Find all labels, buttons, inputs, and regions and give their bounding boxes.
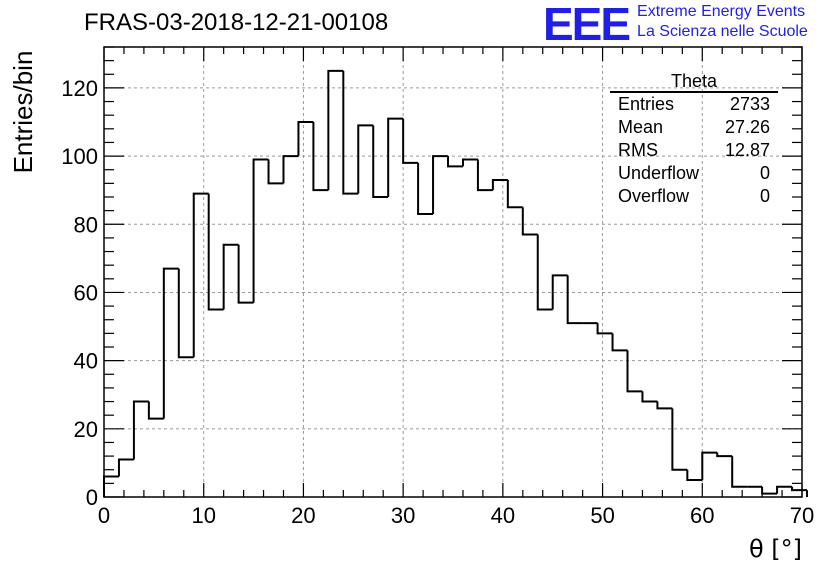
histogram-bin: [656, 401, 673, 410]
y-tick-label: 120: [61, 76, 98, 101]
x-tick-label: 20: [291, 503, 315, 528]
logo-line-1: Extreme Energy Events: [637, 3, 806, 20]
stats-row-entries: Entries 2733: [610, 93, 778, 116]
x-tick-label: 70: [790, 503, 814, 528]
stats-row-rms: RMS 12.87: [610, 139, 778, 162]
histogram-bin: [776, 485, 793, 494]
histogram-bin: [566, 275, 583, 325]
histogram-bin: [476, 159, 493, 192]
histogram-bin: [207, 193, 224, 311]
histogram-bin: [716, 452, 733, 458]
stats-box: Theta Entries 2733 Mean 27.26 RMS 12.87 …: [610, 72, 778, 208]
stats-label: Mean: [618, 117, 664, 137]
stats-value: 12.87: [724, 140, 770, 160]
histogram-bin: [596, 323, 613, 335]
y-tick-label: 100: [61, 144, 98, 169]
histogram-bin: [686, 469, 703, 481]
stats-label: Entries: [618, 94, 675, 114]
stats-row-overflow: Overflow 0: [610, 185, 778, 208]
stats-value: 27.26: [724, 117, 770, 137]
histogram-bin: [162, 267, 179, 419]
histogram-bin: [342, 70, 359, 195]
histogram-bin: [551, 274, 568, 310]
eee-logo-text: Extreme Energy Events La Scienza nelle S…: [637, 2, 808, 42]
histogram-bin: [237, 244, 254, 304]
histogram-bin: [297, 121, 314, 157]
histogram-bin: [117, 458, 134, 477]
histogram-bin: [491, 178, 508, 191]
histogram-bin: [536, 234, 553, 311]
histogram-bin: [222, 243, 239, 310]
histogram-bin: [432, 155, 449, 215]
x-tick-label: 40: [491, 503, 515, 528]
x-axis-label: θ [°]: [749, 535, 802, 563]
histogram-bin: [402, 118, 419, 164]
histogram-bin: [417, 162, 434, 216]
y-tick-label: 40: [74, 349, 98, 374]
histogram-bin: [611, 333, 628, 352]
chart-title: FRAS-03-2018-12-21-00108: [84, 9, 389, 36]
histogram-bin: [641, 391, 658, 403]
histogram-bin: [282, 155, 299, 184]
x-tick-label: 60: [690, 503, 714, 528]
stats-row-underflow: Underflow 0: [610, 162, 778, 185]
stats-label: Underflow: [618, 163, 700, 183]
y-tick-label: 20: [74, 417, 98, 442]
histogram-bin: [327, 69, 344, 191]
y-tick-label: 80: [74, 212, 98, 237]
histogram-bin: [103, 475, 119, 497]
stats-title: Theta: [610, 72, 778, 93]
x-tick-label: 10: [191, 503, 215, 528]
x-tick-label: 50: [590, 503, 614, 528]
histogram-bin: [626, 350, 643, 393]
histogram-bin: [372, 125, 389, 198]
histogram-bin: [357, 124, 374, 194]
x-tick-label: 30: [391, 503, 415, 528]
histogram-bin: [671, 408, 688, 471]
plot-frame: [103, 46, 803, 498]
histogram-bin: [701, 451, 718, 480]
histogram-series: [103, 69, 808, 497]
histogram-bin: [132, 400, 149, 460]
logo-line-2: La Scienza nelle Scuole: [637, 23, 808, 40]
histogram-bin: [177, 268, 194, 359]
histogram-bin: [192, 192, 209, 358]
histogram-bin: [252, 158, 269, 303]
x-tick-label: 0: [98, 503, 110, 528]
stats-value: 0: [759, 186, 770, 206]
stats-label: Overflow: [618, 186, 690, 206]
y-tick-label: 0: [86, 485, 98, 510]
y-axis-label: Entries/bin: [8, 51, 38, 174]
stats-value: 0: [759, 163, 770, 183]
histogram-bin: [267, 159, 284, 185]
histogram-bin: [461, 158, 478, 167]
histogram-bin: [521, 207, 538, 236]
histogram-bin: [447, 156, 463, 168]
tick-labels: 0 10 20 30 40 50 60 70 0 20 40 60 80 100 120: [61, 76, 814, 528]
y-tick-label: 60: [74, 280, 98, 305]
histogram-bin: [312, 122, 329, 192]
histogram-bin: [506, 179, 523, 209]
eee-logo-mark: EEE: [543, 0, 631, 50]
stats-value: 2733: [729, 94, 770, 114]
histogram-bin: [387, 117, 404, 197]
stats-row-mean: Mean 27.26: [610, 116, 778, 139]
histogram-bin: [731, 456, 748, 488]
eee-logo: EEE Extreme Energy Events La Scienza nel…: [543, 0, 808, 50]
histogram-bin: [147, 401, 164, 420]
histogram-bin: [761, 486, 778, 495]
stats-label: RMS: [618, 140, 658, 160]
histogram-bin: [791, 486, 807, 492]
